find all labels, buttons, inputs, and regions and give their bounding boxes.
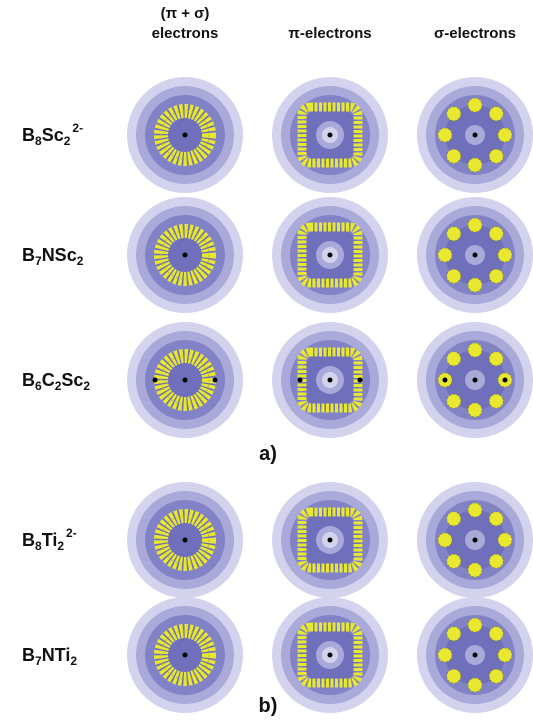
formula-part: 2 — [70, 654, 77, 668]
current-density-map — [127, 482, 243, 598]
panel-label: a) — [259, 443, 277, 465]
formula-part: Ti — [42, 530, 58, 550]
formula-part: 2 — [64, 134, 71, 148]
current-density-map — [272, 322, 388, 438]
formula-part: NSc — [42, 245, 77, 265]
formula-part: B — [22, 645, 35, 665]
formula-part: Sc — [61, 370, 83, 390]
current-density-map — [272, 77, 388, 193]
current-density-map — [417, 482, 533, 598]
row-label: B8Ti22- — [22, 526, 77, 553]
column-header: electrons — [152, 25, 219, 42]
current-density-map — [417, 322, 533, 438]
current-density-map — [127, 322, 243, 438]
row-label: B7NTi2 — [22, 645, 77, 668]
current-density-map — [417, 77, 533, 193]
formula-part: 2- — [66, 526, 77, 540]
row-label: B6C2Sc2 — [22, 370, 90, 393]
current-density-map — [272, 197, 388, 313]
current-density-map — [417, 197, 533, 313]
formula-part: 2 — [57, 539, 64, 553]
formula-part: Sc — [42, 125, 64, 145]
row-label: B8Sc22- — [22, 121, 83, 148]
formula-part: B — [22, 125, 35, 145]
formula-part: B — [22, 245, 35, 265]
row-label: B7NSc2 — [22, 245, 84, 268]
column-header: π-electrons — [288, 25, 371, 42]
column-header: (π + σ) — [161, 5, 210, 22]
current-density-map — [127, 77, 243, 193]
current-density-map — [272, 597, 388, 713]
current-density-map — [272, 482, 388, 598]
formula-part: 2 — [77, 254, 84, 268]
current-density-map — [417, 597, 533, 713]
current-density-map — [127, 197, 243, 313]
formula-part: B — [22, 370, 35, 390]
figure: (π + σ) electrons π-electrons σ-electrons B8… — [0, 0, 533, 726]
formula-part: 2 — [83, 379, 90, 393]
formula-part: 2- — [72, 121, 83, 135]
formula-part: B — [22, 530, 35, 550]
current-density-map — [127, 597, 243, 713]
panel-label: b) — [259, 695, 278, 717]
column-header: σ-electrons — [434, 25, 516, 42]
formula-part: C — [42, 370, 55, 390]
formula-part: NTi — [42, 645, 71, 665]
